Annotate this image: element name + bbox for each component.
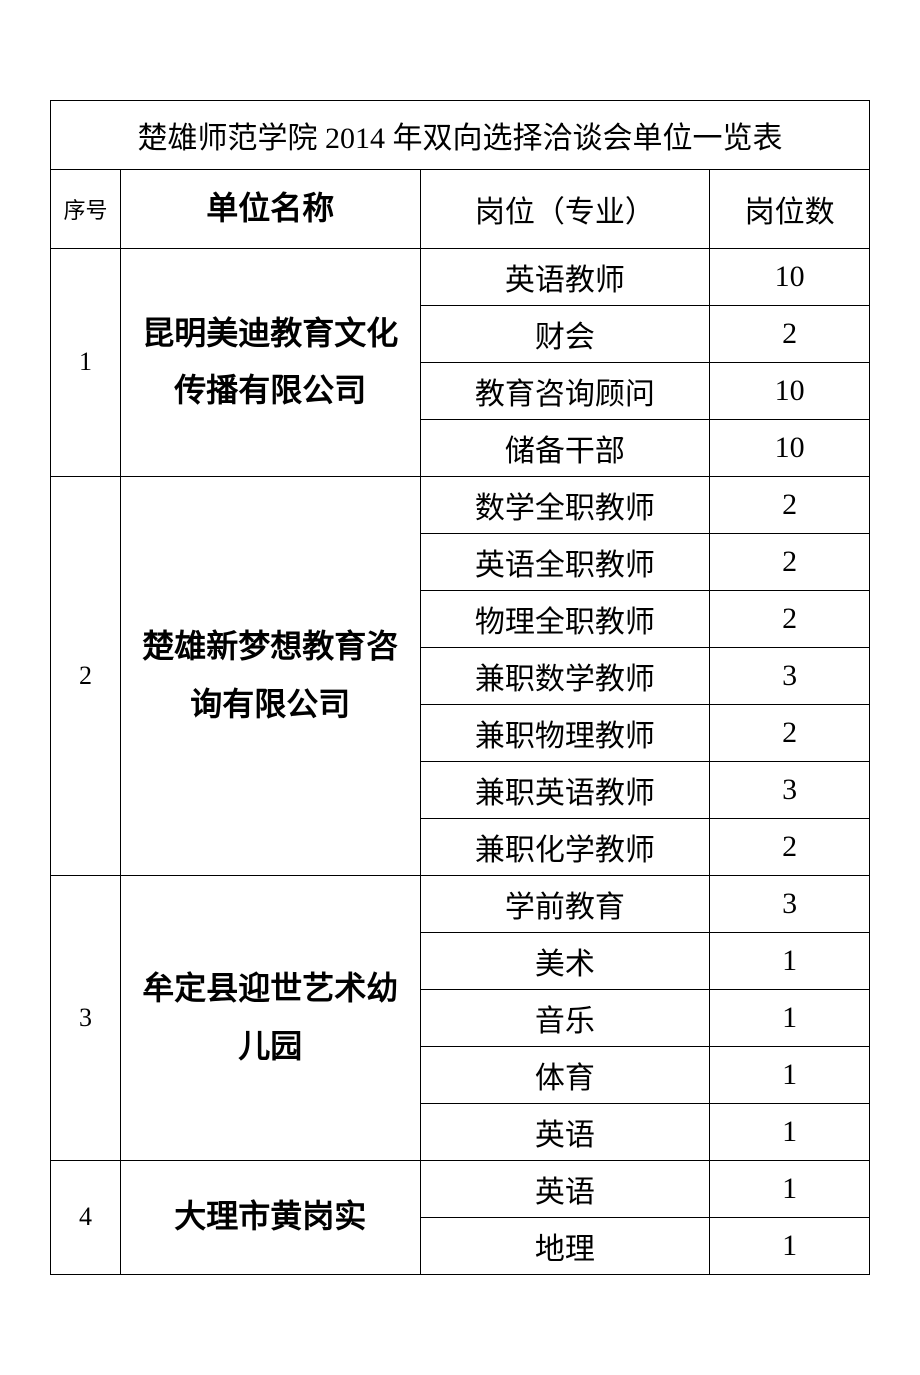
organizations-table: 楚雄师范学院 2014 年双向选择洽谈会单位一览表序号单位名称岗位（专业）岗位数… — [50, 100, 870, 1275]
cell-count: 10 — [710, 248, 870, 305]
cell-count: 2 — [710, 476, 870, 533]
cell-count: 1 — [710, 1046, 870, 1103]
cell-position: 英语全职教师 — [420, 533, 710, 590]
cell-position: 兼职数学教师 — [420, 647, 710, 704]
table-body: 楚雄师范学院 2014 年双向选择洽谈会单位一览表序号单位名称岗位（专业）岗位数… — [51, 101, 870, 1275]
cell-position: 储备干部 — [420, 419, 710, 476]
cell-count: 3 — [710, 875, 870, 932]
cell-position: 兼职物理教师 — [420, 704, 710, 761]
cell-count: 3 — [710, 761, 870, 818]
cell-position: 兼职化学教师 — [420, 818, 710, 875]
cell-position: 英语 — [420, 1160, 710, 1217]
cell-position: 音乐 — [420, 989, 710, 1046]
cell-position: 数学全职教师 — [420, 476, 710, 533]
header-row: 序号单位名称岗位（专业）岗位数 — [51, 170, 870, 249]
header-seq: 序号 — [51, 170, 121, 249]
cell-position: 兼职英语教师 — [420, 761, 710, 818]
header-count: 岗位数 — [710, 170, 870, 249]
cell-org-name: 昆明美迪教育文化传播有限公司 — [120, 248, 420, 476]
table-row: 2楚雄新梦想教育咨询有限公司数学全职教师2 — [51, 476, 870, 533]
cell-count: 1 — [710, 1217, 870, 1274]
cell-count: 10 — [710, 362, 870, 419]
cell-seq: 2 — [51, 476, 121, 875]
cell-seq: 3 — [51, 875, 121, 1160]
cell-position: 学前教育 — [420, 875, 710, 932]
header-position: 岗位（专业） — [420, 170, 710, 249]
cell-count: 2 — [710, 704, 870, 761]
table-title: 楚雄师范学院 2014 年双向选择洽谈会单位一览表 — [51, 101, 870, 170]
table-row: 1昆明美迪教育文化传播有限公司英语教师10 — [51, 248, 870, 305]
cell-position: 美术 — [420, 932, 710, 989]
cell-position: 体育 — [420, 1046, 710, 1103]
cell-position: 地理 — [420, 1217, 710, 1274]
cell-count: 2 — [710, 533, 870, 590]
cell-count: 2 — [710, 590, 870, 647]
cell-org-name: 牟定县迎世艺术幼儿园 — [120, 875, 420, 1160]
cell-count: 2 — [710, 818, 870, 875]
cell-count: 2 — [710, 305, 870, 362]
cell-position: 物理全职教师 — [420, 590, 710, 647]
cell-count: 1 — [710, 1160, 870, 1217]
table-row: 3牟定县迎世艺术幼儿园学前教育3 — [51, 875, 870, 932]
cell-org-name: 楚雄新梦想教育咨询有限公司 — [120, 476, 420, 875]
cell-count: 10 — [710, 419, 870, 476]
cell-count: 1 — [710, 1103, 870, 1160]
header-name: 单位名称 — [120, 170, 420, 249]
cell-seq: 4 — [51, 1160, 121, 1274]
cell-position: 英语 — [420, 1103, 710, 1160]
cell-position: 教育咨询顾问 — [420, 362, 710, 419]
cell-org-name: 大理市黄岗实 — [120, 1160, 420, 1274]
title-row: 楚雄师范学院 2014 年双向选择洽谈会单位一览表 — [51, 101, 870, 170]
cell-position: 财会 — [420, 305, 710, 362]
cell-seq: 1 — [51, 248, 121, 476]
table-row: 4大理市黄岗实英语1 — [51, 1160, 870, 1217]
cell-count: 1 — [710, 932, 870, 989]
cell-count: 3 — [710, 647, 870, 704]
cell-count: 1 — [710, 989, 870, 1046]
cell-position: 英语教师 — [420, 248, 710, 305]
